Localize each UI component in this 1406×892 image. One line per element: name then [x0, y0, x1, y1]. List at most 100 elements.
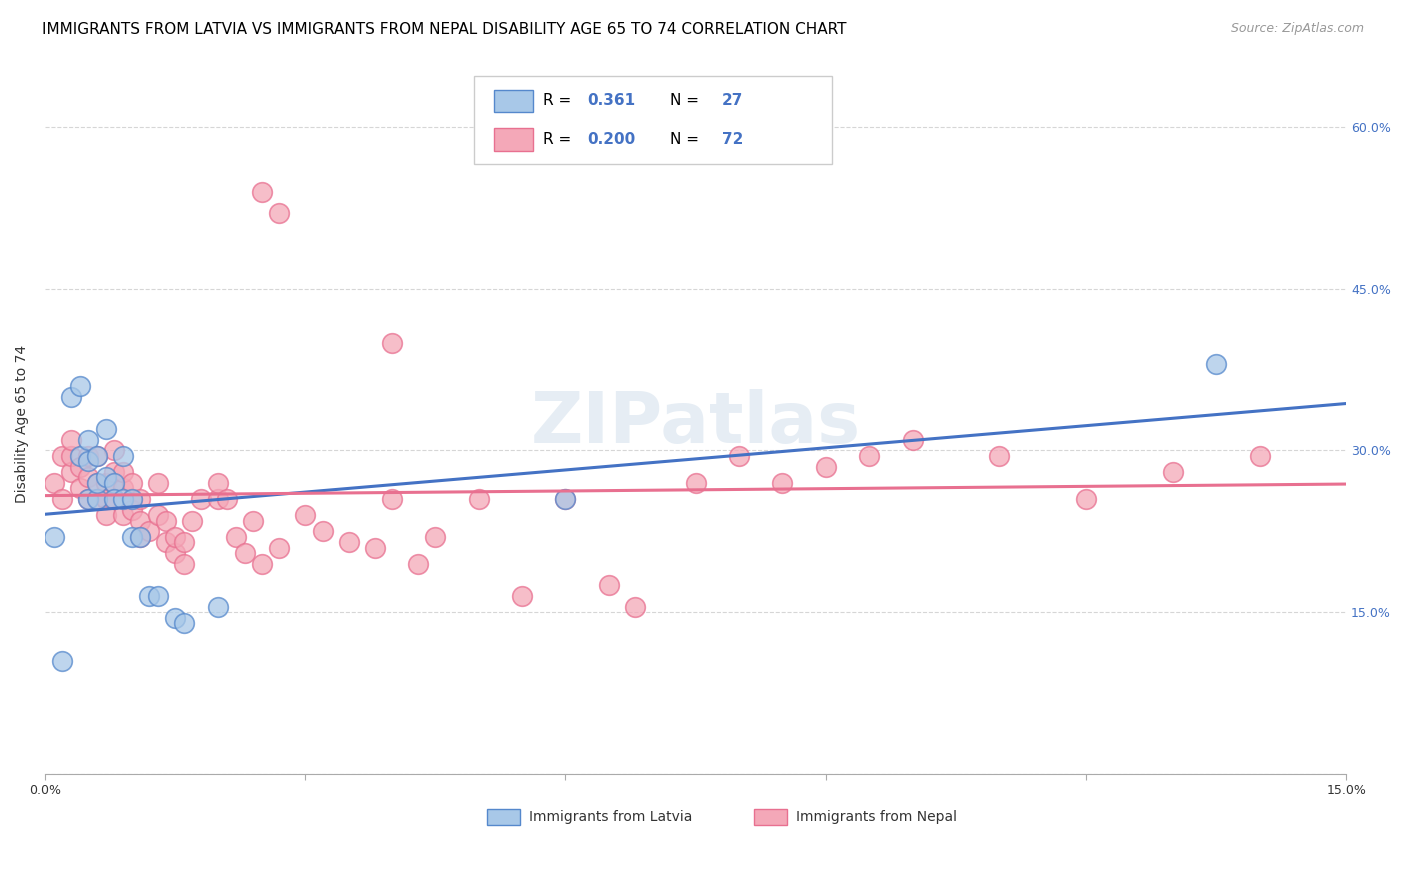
Point — [217, 491, 239, 506]
Point — [42, 530, 65, 544]
Text: R =: R = — [543, 132, 576, 147]
Text: Immigrants from Nepal: Immigrants from Nepal — [796, 810, 957, 824]
Point — [146, 508, 169, 523]
Point — [138, 524, 160, 539]
Point — [814, 459, 837, 474]
Point — [77, 470, 100, 484]
Text: R =: R = — [543, 94, 576, 109]
Point — [86, 449, 108, 463]
Point — [233, 546, 256, 560]
Point — [94, 422, 117, 436]
Point — [901, 433, 924, 447]
Point — [94, 470, 117, 484]
Point — [94, 491, 117, 506]
Point — [146, 475, 169, 490]
Point — [155, 535, 177, 549]
Point — [425, 530, 447, 544]
Point — [129, 530, 152, 544]
Point — [510, 589, 533, 603]
Point — [363, 541, 385, 555]
Point — [406, 557, 429, 571]
Point — [59, 390, 82, 404]
FancyBboxPatch shape — [488, 809, 520, 824]
Point — [165, 610, 187, 624]
Point — [69, 378, 91, 392]
Point — [155, 514, 177, 528]
Point — [59, 433, 82, 447]
Point — [250, 557, 273, 571]
Point — [77, 491, 100, 506]
Point — [51, 654, 73, 668]
Point — [86, 491, 108, 506]
Point — [69, 449, 91, 463]
Text: ZIPatlas: ZIPatlas — [530, 389, 860, 458]
Point — [112, 481, 135, 495]
Point — [381, 491, 404, 506]
Point — [94, 508, 117, 523]
Point — [103, 491, 125, 506]
Point — [146, 589, 169, 603]
Point — [728, 449, 751, 463]
Point — [554, 491, 576, 506]
Point — [51, 491, 73, 506]
Point — [77, 491, 100, 506]
Point — [269, 206, 291, 220]
Point — [129, 491, 152, 506]
Point — [77, 433, 100, 447]
FancyBboxPatch shape — [474, 77, 832, 164]
Point — [69, 459, 91, 474]
Point — [858, 449, 880, 463]
Point — [242, 514, 264, 528]
Point — [103, 491, 125, 506]
Point — [94, 475, 117, 490]
Point — [86, 449, 108, 463]
Point — [86, 475, 108, 490]
Point — [190, 491, 212, 506]
FancyBboxPatch shape — [754, 809, 787, 824]
Point — [121, 491, 143, 506]
Point — [69, 481, 91, 495]
Text: 0.361: 0.361 — [588, 94, 636, 109]
Point — [121, 503, 143, 517]
Point — [381, 335, 404, 350]
Point — [94, 491, 117, 506]
Text: 27: 27 — [721, 94, 742, 109]
Point — [225, 530, 247, 544]
Point — [988, 449, 1011, 463]
Point — [121, 475, 143, 490]
Point — [337, 535, 360, 549]
Point — [129, 530, 152, 544]
Point — [207, 491, 229, 506]
Point — [86, 475, 108, 490]
Text: Source: ZipAtlas.com: Source: ZipAtlas.com — [1230, 22, 1364, 36]
Text: IMMIGRANTS FROM LATVIA VS IMMIGRANTS FROM NEPAL DISABILITY AGE 65 TO 74 CORRELAT: IMMIGRANTS FROM LATVIA VS IMMIGRANTS FRO… — [42, 22, 846, 37]
Point — [121, 491, 143, 506]
Point — [121, 530, 143, 544]
Point — [624, 599, 647, 614]
Point — [294, 508, 316, 523]
Point — [685, 475, 707, 490]
Point — [181, 514, 204, 528]
Point — [1249, 449, 1271, 463]
Point — [207, 599, 229, 614]
Point — [77, 454, 100, 468]
Point — [77, 449, 100, 463]
Point — [173, 557, 195, 571]
Point — [112, 491, 135, 506]
Point — [165, 546, 187, 560]
Point — [770, 475, 793, 490]
Point — [207, 475, 229, 490]
Point — [51, 449, 73, 463]
Point — [103, 465, 125, 479]
Text: 72: 72 — [721, 132, 742, 147]
Y-axis label: Disability Age 65 to 74: Disability Age 65 to 74 — [15, 344, 30, 502]
Point — [59, 465, 82, 479]
Point — [129, 514, 152, 528]
Point — [311, 524, 333, 539]
Point — [103, 443, 125, 458]
Text: N =: N = — [669, 132, 703, 147]
Point — [112, 449, 135, 463]
Point — [59, 449, 82, 463]
FancyBboxPatch shape — [494, 90, 533, 112]
Point — [554, 491, 576, 506]
